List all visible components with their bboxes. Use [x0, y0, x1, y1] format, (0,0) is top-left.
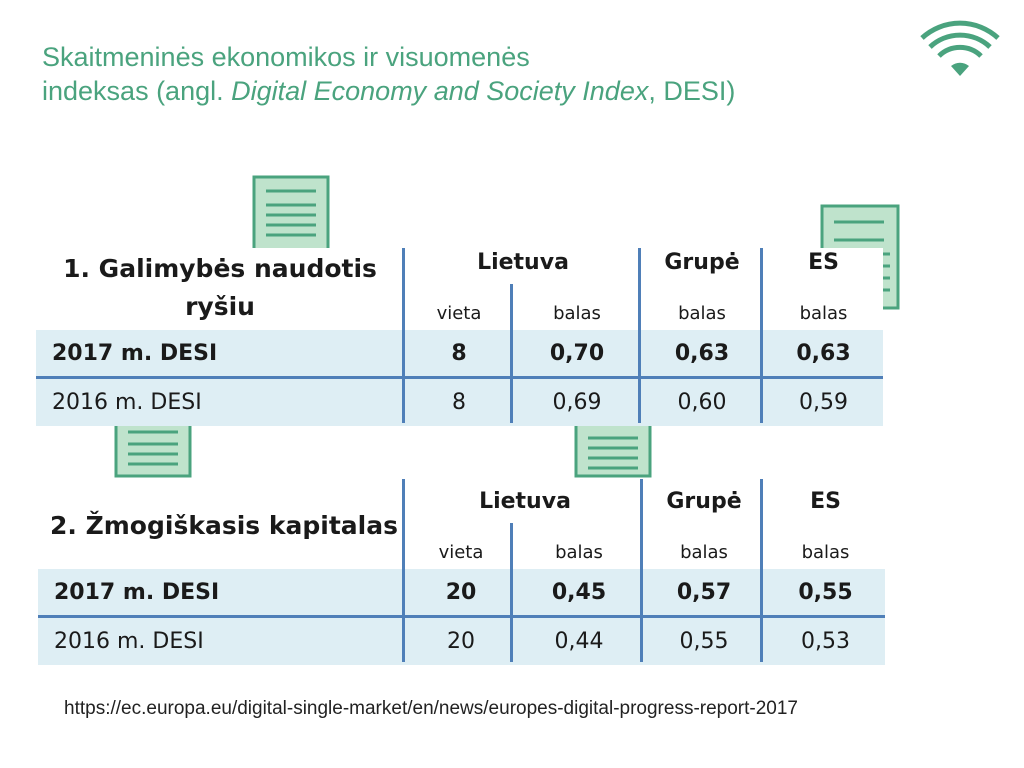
group-header-es: ES	[808, 250, 839, 275]
table-row: 2017 m. DESI 8 0,70 0,63 0,63	[36, 330, 883, 379]
document-icon	[114, 420, 192, 478]
cell-vieta: 20	[445, 580, 477, 605]
subheader-balas-lietuva: balas	[553, 303, 601, 324]
cell-balas-lietuva: 0,45	[551, 580, 607, 605]
table-caption: 1. Galimybės naudotis ryšiu	[36, 250, 404, 326]
subheader-balas-es: balas	[799, 303, 848, 324]
column-divider	[402, 479, 405, 662]
subheader-balas-grupe: balas	[678, 303, 726, 324]
subheader-balas-es: balas	[801, 542, 850, 563]
title-line-2-italic: Digital Economy and Society Index	[231, 76, 649, 106]
table-header: 2. Žmogiškasis kapitalas Lietuva Grupė E…	[38, 487, 885, 569]
table-row: 2016 m. DESI 8 0,69 0,60 0,59	[36, 379, 883, 426]
group-header-grupe: Grupė	[664, 250, 740, 275]
group-header-grupe: Grupė	[666, 489, 742, 514]
desi-table-human-capital: 2. Žmogiškasis kapitalas Lietuva Grupė E…	[38, 479, 885, 665]
cell-balas-lietuva: 0,44	[554, 629, 604, 654]
cell-balas-es: 0,63	[796, 341, 851, 366]
table-caption-line-2: ryšiu	[185, 292, 255, 321]
column-divider	[760, 248, 763, 423]
cell-balas-grupe: 0,55	[679, 629, 729, 654]
column-divider	[510, 284, 513, 423]
document-icon	[574, 420, 652, 478]
table-caption: 2. Žmogiškasis kapitalas	[38, 507, 410, 545]
row-label: 2016 m. DESI	[52, 390, 202, 415]
cell-balas-es: 0,59	[799, 390, 848, 415]
subheader-balas-grupe: balas	[680, 542, 728, 563]
table-row: 2017 m. DESI 20 0,45 0,57 0,55	[38, 569, 885, 618]
cell-balas-grupe: 0,63	[674, 341, 730, 366]
title-line-2-suffix: , DESI)	[648, 76, 736, 106]
row-label: 2016 m. DESI	[54, 629, 204, 654]
cell-balas-grupe: 0,60	[677, 390, 727, 415]
page-title: Skaitmeninės ekonomikos ir visuomenės in…	[42, 40, 942, 108]
table-caption-line-1: 2. Žmogiškasis kapitalas	[50, 511, 398, 540]
subheader-vieta: vieta	[438, 542, 484, 563]
column-divider	[638, 248, 641, 423]
document-icon	[252, 175, 330, 249]
title-line-2-prefix: indeksas (angl.	[42, 76, 232, 106]
cell-balas-es: 0,55	[798, 580, 853, 605]
cell-balas-lietuva: 0,69	[552, 390, 602, 415]
source-url[interactable]: https://ec.europa.eu/digital-single-mark…	[64, 698, 798, 719]
cell-vieta: 8	[451, 341, 467, 366]
cell-balas-es: 0,53	[801, 629, 850, 654]
row-label: 2017 m. DESI	[52, 341, 218, 366]
column-divider	[510, 523, 513, 662]
group-header-lietuva: Lietuva	[479, 489, 571, 514]
table-header: 1. Galimybės naudotis ryšiu Lietuva Grup…	[36, 248, 883, 330]
title-line-1: Skaitmeninės ekonomikos ir visuomenės	[42, 42, 530, 72]
row-label: 2017 m. DESI	[54, 580, 220, 605]
group-header-es: ES	[810, 489, 841, 514]
column-divider	[760, 479, 763, 662]
column-divider	[640, 479, 643, 662]
cell-vieta: 8	[452, 390, 466, 415]
subheader-balas-lietuva: balas	[555, 542, 603, 563]
wifi-icon	[920, 20, 1000, 76]
table-caption-line-1: 1. Galimybės naudotis	[63, 254, 377, 283]
group-header-lietuva: Lietuva	[477, 250, 569, 275]
cell-vieta: 20	[447, 629, 475, 654]
table-row: 2016 m. DESI 20 0,44 0,55 0,53	[38, 618, 885, 665]
cell-balas-grupe: 0,57	[676, 580, 732, 605]
desi-table-connectivity: 1. Galimybės naudotis ryšiu Lietuva Grup…	[36, 248, 883, 426]
column-divider	[402, 248, 405, 423]
cell-balas-lietuva: 0,70	[549, 341, 605, 366]
subheader-vieta: vieta	[436, 303, 482, 324]
